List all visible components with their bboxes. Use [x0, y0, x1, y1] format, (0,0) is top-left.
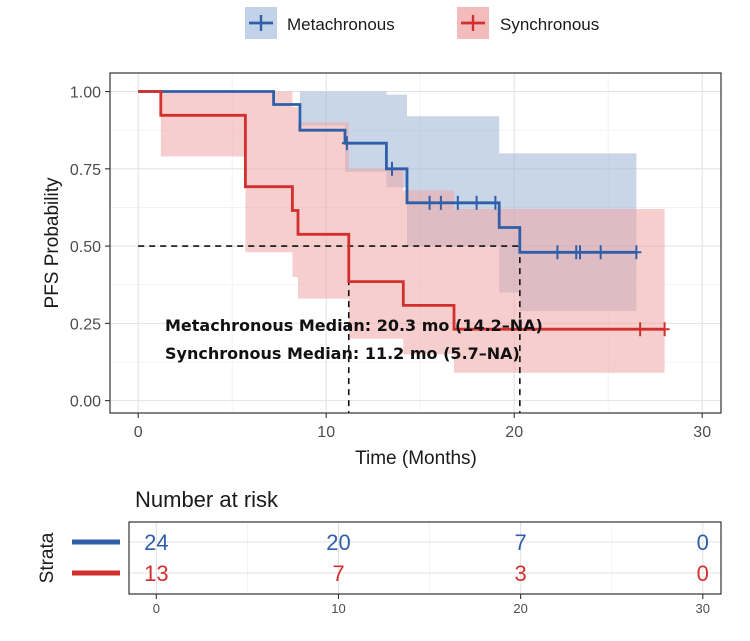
confidence-bands: [138, 91, 665, 373]
x-tick-label: 0: [134, 424, 143, 441]
annotation-metachronous-median: Metachronous Median: 20.3 mo (14.2–NA): [165, 316, 543, 335]
risk-x-tick-label: 0: [153, 601, 160, 616]
risk-count: 24: [144, 530, 168, 555]
annotation-synchronous-median: Synchronous Median: 11.2 mo (5.7–NA): [165, 344, 520, 363]
x-tick-label: 30: [693, 424, 711, 441]
km-curve-metachronous: [138, 90, 637, 254]
risk-count: 0: [697, 561, 709, 586]
legend-label-metachronous: Metachronous: [287, 15, 395, 34]
ci-band-synchronous: [138, 91, 665, 373]
legend: Metachronous Synchronous: [245, 7, 599, 39]
risk-table-title: Number at risk: [135, 487, 279, 512]
risk-table-x-ticks: 0 10 20 30: [153, 594, 710, 616]
km-curve-synchronous: [138, 90, 665, 331]
risk-table: Number at risk Strata 24 20 7 013 7 3 0 0 10 20 3…: [37, 487, 722, 616]
y-tick-label: 0.50: [70, 239, 101, 256]
y-tick-label: 0.75: [70, 162, 101, 179]
risk-table-border: [128, 521, 722, 595]
y-tick-label: 0.25: [70, 316, 101, 333]
risk-count: 3: [515, 561, 527, 586]
risk-count: 13: [144, 561, 168, 586]
survival-curves: [138, 90, 665, 331]
risk-x-tick-label: 10: [331, 601, 345, 616]
risk-x-tick-label: 30: [696, 601, 710, 616]
risk-x-tick-label: 20: [513, 601, 527, 616]
risk-table-grid: [129, 522, 721, 594]
y-axis-title: PFS Probability: [42, 177, 63, 308]
y-axis-ticks: 0.00 0.25 0.50 0.75 1.00: [70, 85, 110, 411]
risk-table-values: 24 20 7 0 13 7 3 0: [144, 530, 709, 586]
risk-count: 7: [515, 530, 527, 555]
censor-marks: [341, 136, 670, 337]
x-tick-label: 10: [317, 424, 335, 441]
legend-label-synchronous: Synchronous: [500, 15, 599, 34]
risk-count: 7: [332, 561, 344, 586]
x-axis-title: Time (Months): [355, 448, 477, 469]
risk-count: 20: [326, 530, 350, 555]
risk-count: 0: [697, 530, 709, 555]
x-axis-ticks: 0 10 20 30: [134, 413, 711, 441]
plot-border: [109, 72, 722, 414]
y-tick-label: 1.00: [70, 85, 101, 102]
risk-table-strata-label: Strata: [37, 532, 58, 583]
x-tick-label: 20: [505, 424, 523, 441]
y-tick-label: 0.00: [70, 394, 101, 411]
plot-panel: 0 10 20 30 0.00 0.25 0.50 0.75 1.00: [70, 72, 722, 441]
